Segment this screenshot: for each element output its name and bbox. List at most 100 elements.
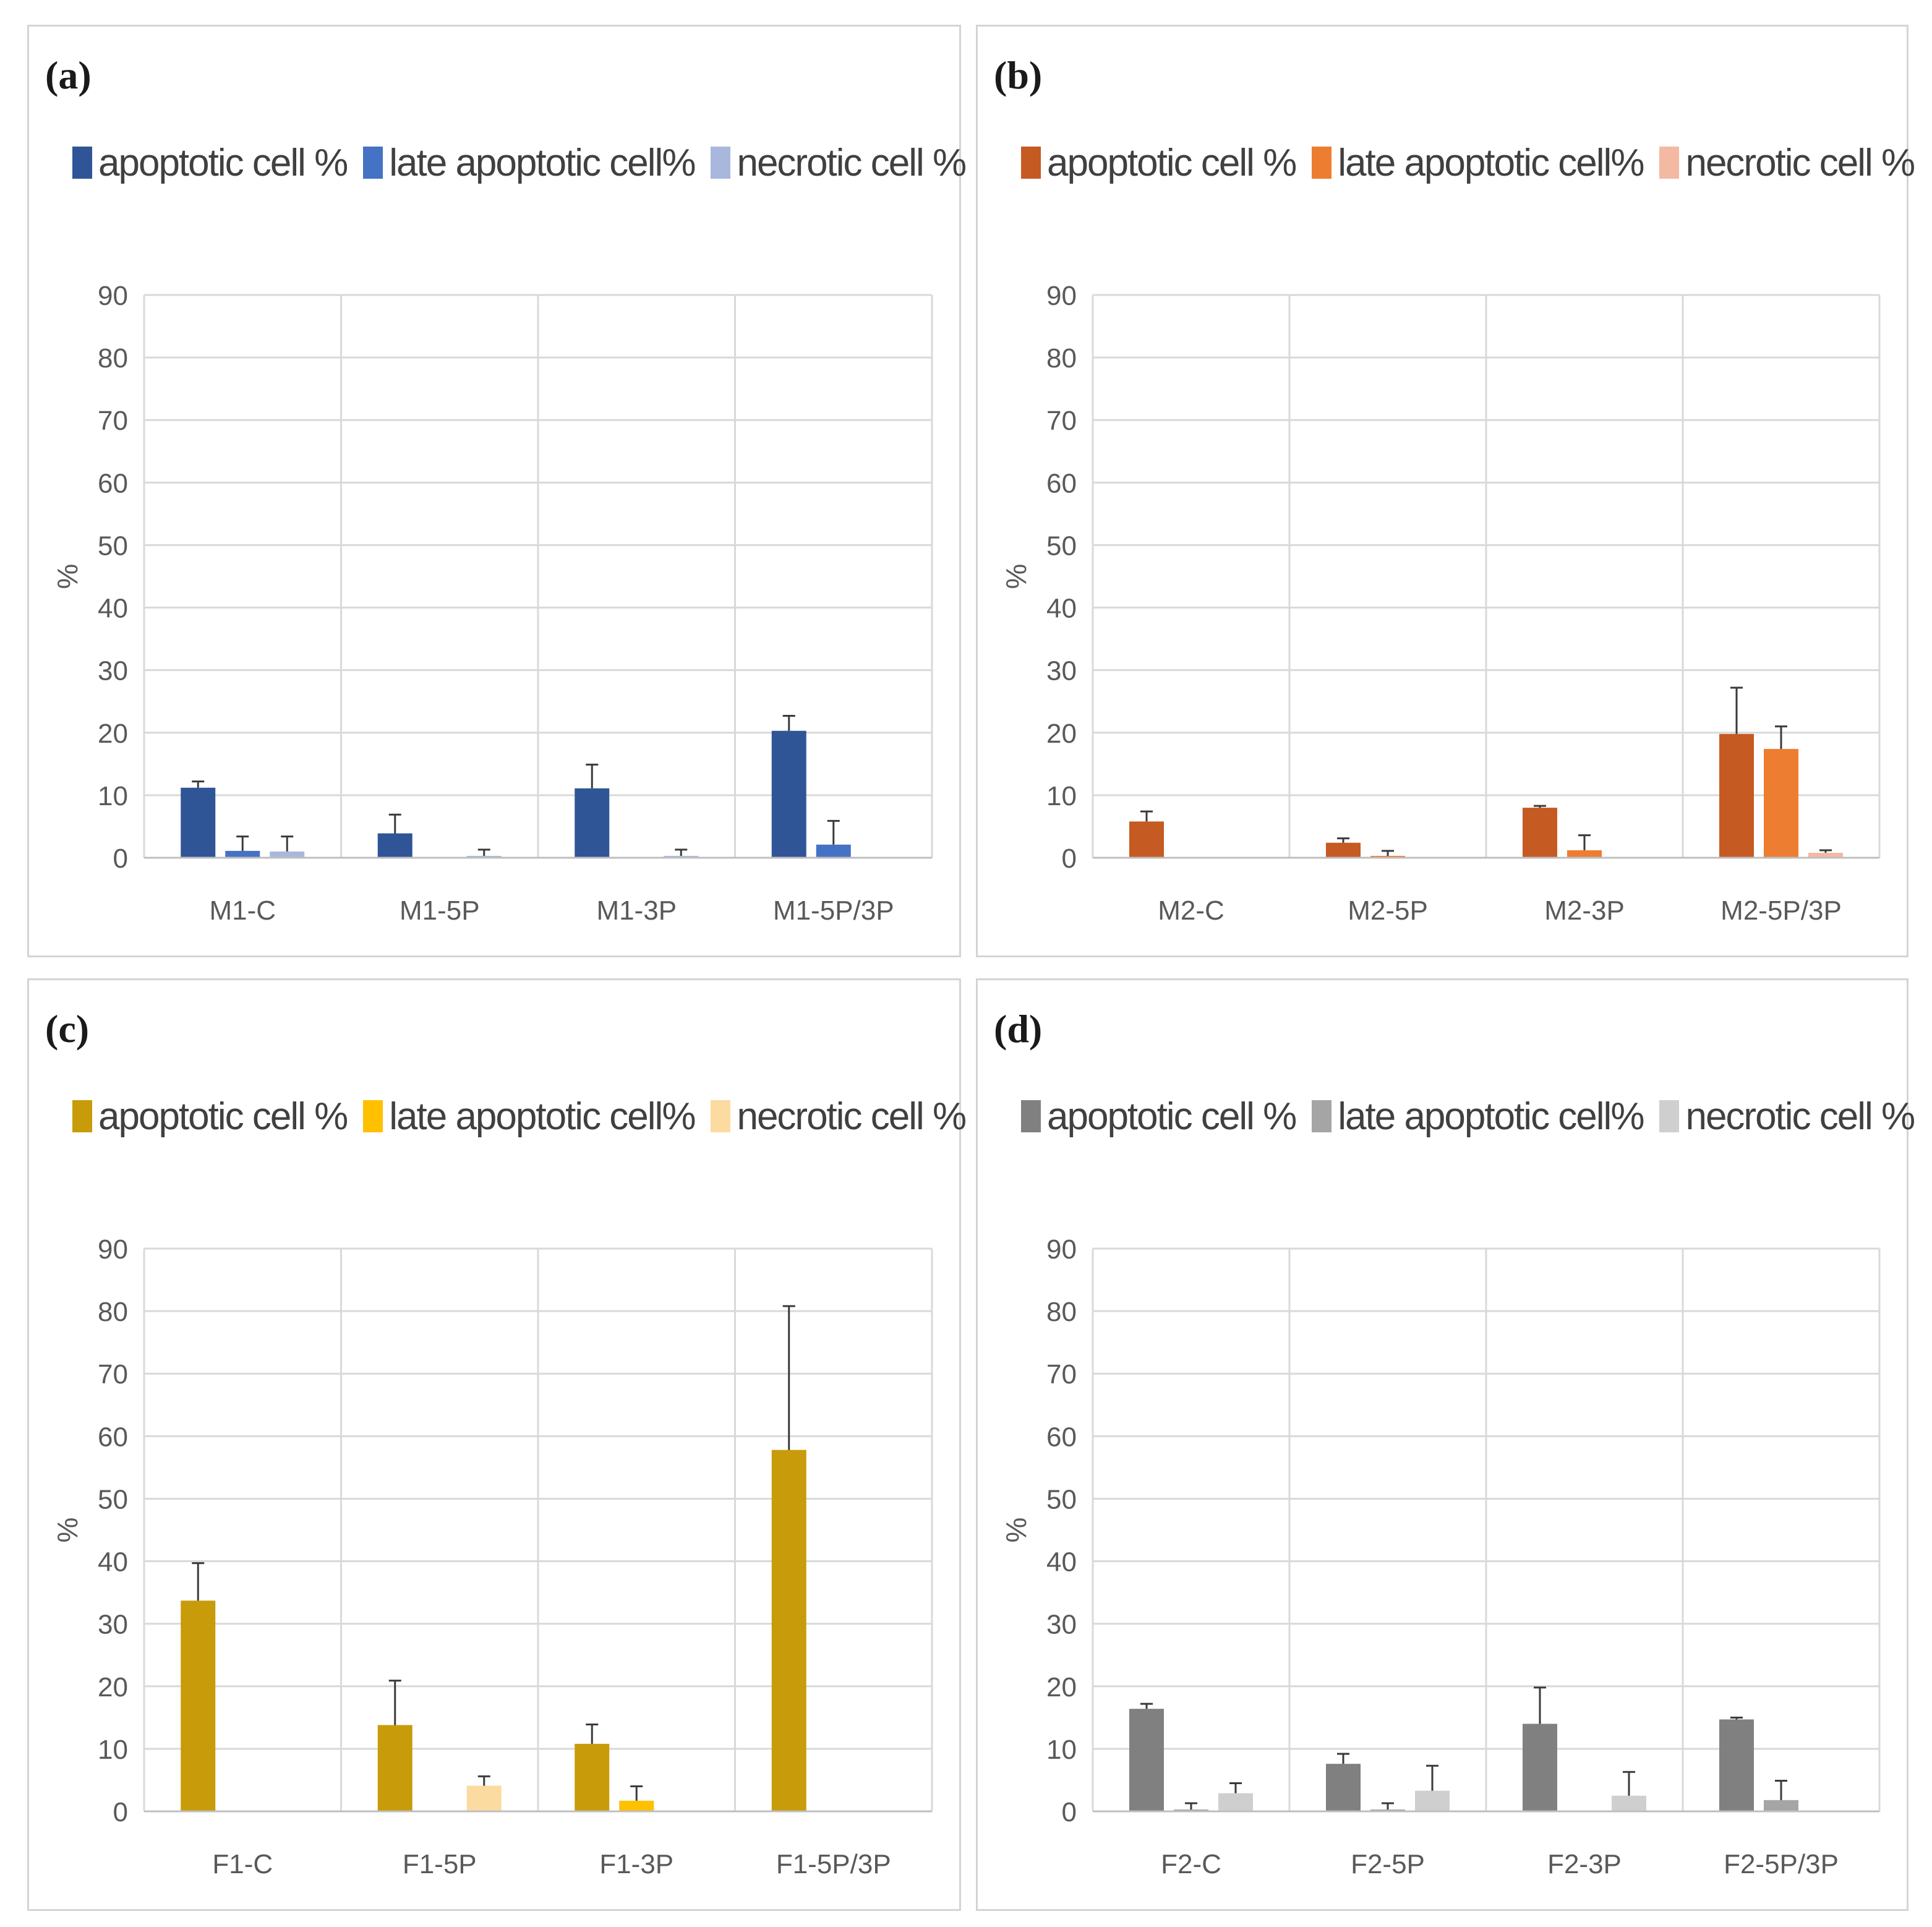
legend-item-late-apoptotic-cell: late apoptotic cell% xyxy=(1312,1095,1644,1139)
chart-svg: 0 10 20 30 40 50 60 70 80 90% F1-C F1-5P F1-3P F1-5P/… xyxy=(51,1234,933,1879)
bar-apoptotic-cell-m1-5p-3p xyxy=(771,730,806,858)
bar-necrotic-cell-f2-5p xyxy=(1415,1790,1450,1811)
x-category-label: M2-5P/3P xyxy=(1720,895,1842,926)
panel-label: (c) xyxy=(45,1007,90,1051)
x-category-label: F2-5P xyxy=(1351,1849,1425,1879)
y-tick-label: 70 xyxy=(1046,1359,1077,1390)
y-tick-label: 90 xyxy=(98,1234,128,1265)
y-tick-label: 80 xyxy=(1046,343,1077,374)
legend-item-apoptotic-cell: apoptotic cell % xyxy=(1021,141,1297,185)
error-bar-apoptotic-cell-f2-5p-3p xyxy=(1730,1716,1743,1720)
x-category-label: M1-5P/3P xyxy=(773,895,894,926)
legend-swatch xyxy=(72,1100,92,1132)
legend-label: necrotic cell % xyxy=(737,1095,967,1138)
chart-legend: apoptotic cell % late apoptotic cell% necr… xyxy=(72,138,981,187)
legend-item-apoptotic-cell: apoptotic cell % xyxy=(72,1095,348,1139)
legend-swatch xyxy=(1021,147,1041,179)
panel-label: (a) xyxy=(45,53,92,97)
y-tick-label: 40 xyxy=(98,1547,128,1578)
bar-late-apoptotic-cell-m1-c xyxy=(225,850,260,858)
legend-label: necrotic cell % xyxy=(737,141,967,184)
legend-swatch xyxy=(711,147,731,179)
chart-svg: 0 10 20 30 40 50 60 70 80 90% M2-C M2-5P M2-3P M2-5P/… xyxy=(1000,281,1881,926)
error-bar-late-apoptotic-cell-f2-5p xyxy=(1382,1802,1394,1810)
bar-apoptotic-cell-m2-5p-3p xyxy=(1719,733,1754,858)
legend-swatch xyxy=(1021,1100,1041,1132)
y-tick-label: 0 xyxy=(1062,1797,1077,1827)
error-bar-apoptotic-cell-f2-c xyxy=(1140,1703,1153,1709)
y-tick-label: 40 xyxy=(1046,1547,1077,1578)
x-category-label: F2-C xyxy=(1161,1849,1221,1879)
error-bar-necrotic-cell-m1-3p xyxy=(675,848,688,856)
chart-svg: 0 10 20 30 40 50 60 70 80 90% F2-C F2-5P F2-3P F2-5P/… xyxy=(1000,1234,1881,1879)
y-tick-label: 30 xyxy=(1046,656,1077,686)
legend-item-apoptotic-cell: apoptotic cell % xyxy=(72,141,348,185)
chart-panel-d: 0 10 20 30 40 50 60 70 80 90% F2-C F2-5P F2-3P F2-5P/… xyxy=(976,978,1915,1911)
x-category-label: M1-C xyxy=(209,895,276,926)
y-axis-label: % xyxy=(1000,564,1032,589)
legend-swatch xyxy=(1659,147,1680,179)
bar-late-apoptotic-cell-f2-c xyxy=(1174,1809,1208,1811)
x-category-label: M2-5P xyxy=(1348,895,1428,926)
y-tick-label: 80 xyxy=(98,1297,128,1327)
error-bar-late-apoptotic-cell-m1-c xyxy=(236,835,249,851)
x-category-label: F1-5P/3P xyxy=(776,1849,891,1879)
error-bar-necrotic-cell-f2-3p xyxy=(1623,1771,1635,1796)
bar-late-apoptotic-cell-f2-5p xyxy=(1370,1809,1405,1811)
legend-label: necrotic cell % xyxy=(1685,141,1915,184)
y-tick-label: 60 xyxy=(98,1422,128,1452)
panel-label: (d) xyxy=(994,1007,1043,1051)
y-tick-label: 70 xyxy=(1046,406,1077,436)
bar-necrotic-cell-f2-3p xyxy=(1612,1795,1646,1811)
y-axis-label: % xyxy=(1000,1518,1032,1543)
y-tick-label: 60 xyxy=(98,468,128,498)
bar-necrotic-cell-f2-c xyxy=(1218,1793,1253,1811)
y-tick-label: 90 xyxy=(1046,1234,1077,1265)
y-tick-label: 50 xyxy=(98,1484,128,1515)
error-bar-apoptotic-cell-f2-3p xyxy=(1534,1686,1546,1724)
y-tick-label: 50 xyxy=(98,531,128,561)
legend-item-necrotic-cell: necrotic cell % xyxy=(1659,1095,1915,1139)
x-category-label: M2-C xyxy=(1158,895,1225,926)
x-category-label: M1-5P xyxy=(400,895,480,926)
y-tick-label: 60 xyxy=(1046,1422,1077,1452)
error-bar-late-apoptotic-cell-m2-3p xyxy=(1578,834,1591,850)
bar-necrotic-cell-m1-5p xyxy=(466,855,502,858)
y-tick-label: 70 xyxy=(98,1359,128,1390)
legend-swatch xyxy=(711,1100,731,1132)
chart-legend: apoptotic cell % late apoptotic cell% necr… xyxy=(72,1092,981,1141)
bar-late-apoptotic-cell-m2-3p xyxy=(1567,850,1602,858)
bar-apoptotic-cell-f1-5p xyxy=(377,1725,412,1811)
y-tick-label: 10 xyxy=(1046,1735,1077,1765)
legend-swatch xyxy=(72,147,92,179)
error-bar-late-apoptotic-cell-f1-3p xyxy=(630,1785,643,1801)
bar-necrotic-cell-m1-c xyxy=(270,851,305,858)
legend-item-late-apoptotic-cell: late apoptotic cell% xyxy=(1312,141,1644,185)
x-category-label: F2-5P/3P xyxy=(1724,1849,1839,1879)
x-category-label: F2-3P xyxy=(1547,1849,1622,1879)
legend-label: necrotic cell % xyxy=(1685,1095,1915,1138)
y-tick-label: 30 xyxy=(98,656,128,686)
legend-item-necrotic-cell: necrotic cell % xyxy=(1659,141,1915,185)
chart-panel-a: 0 10 20 30 40 50 60 70 80 90% M1-C M1-5P M1-3P M1-5P/… xyxy=(27,25,967,957)
y-tick-label: 10 xyxy=(1046,781,1077,811)
bar-late-apoptotic-cell-m2-5p xyxy=(1370,855,1405,858)
y-tick-label: 90 xyxy=(98,281,128,311)
bar-apoptotic-cell-m2-c xyxy=(1129,821,1164,858)
y-tick-label: 30 xyxy=(1046,1610,1077,1640)
error-bar-apoptotic-cell-m2-c xyxy=(1140,810,1153,822)
bar-late-apoptotic-cell-f2-5p-3p xyxy=(1764,1800,1798,1811)
error-bar-necrotic-cell-m1-c xyxy=(281,835,294,852)
error-bar-late-apoptotic-cell-m1-5p-3p xyxy=(827,819,840,845)
chart-svg: 0 10 20 30 40 50 60 70 80 90% M1-C M1-5P M1-3P M1-5P/… xyxy=(51,281,933,926)
bar-apoptotic-cell-f2-5p-3p xyxy=(1719,1719,1754,1811)
error-bar-apoptotic-cell-f1-c xyxy=(192,1562,205,1601)
legend-swatch xyxy=(1659,1100,1680,1132)
legend-label: apoptotic cell % xyxy=(98,1095,348,1138)
panel-label: (b) xyxy=(994,53,1043,97)
bar-apoptotic-cell-m1-5p xyxy=(377,833,412,858)
legend-label: apoptotic cell % xyxy=(1047,1095,1297,1138)
x-category-label: F1-5P xyxy=(403,1849,477,1879)
bar-apoptotic-cell-f1-5p-3p xyxy=(771,1450,806,1811)
bar-necrotic-cell-m2-5p-3p xyxy=(1808,852,1843,858)
